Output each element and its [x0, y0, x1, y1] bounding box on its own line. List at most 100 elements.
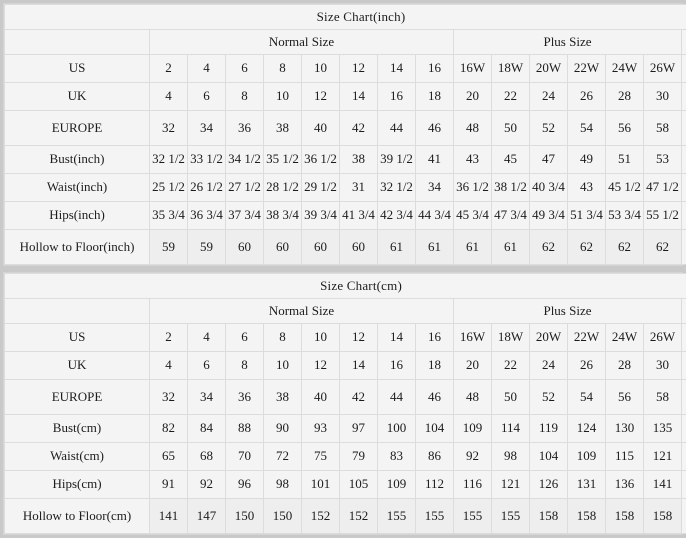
size-chart-cm-block: Size Chart(cm) Normal Size Plus Size US … — [3, 272, 683, 535]
cell: 147 — [188, 499, 226, 534]
table-row: UK 4 6 8 10 12 14 16 18 20 22 24 26 28 3… — [5, 352, 686, 380]
cell: 34 — [188, 111, 226, 146]
row-pad — [682, 380, 686, 415]
cell: 60 — [340, 230, 378, 265]
table-row: EUROPE 32 34 36 38 40 42 44 46 48 50 52 … — [5, 111, 686, 146]
cell: 39 1/2 — [378, 146, 416, 174]
row-label-us-cm: US — [5, 324, 150, 352]
cell: 6 — [226, 55, 264, 83]
cell: 47 — [530, 146, 568, 174]
cell: 52 — [530, 111, 568, 146]
cell: 61 — [378, 230, 416, 265]
cell: 40 — [302, 111, 340, 146]
cell: 14 — [340, 83, 378, 111]
table-row: EUROPE 32 34 36 38 40 42 44 46 48 50 52 … — [5, 380, 686, 415]
cell: 131 — [568, 471, 606, 499]
cell: 39 3/4 — [302, 202, 340, 230]
cell: 47 3/4 — [492, 202, 530, 230]
cell: 105 — [340, 471, 378, 499]
cell: 30 — [644, 352, 682, 380]
cell: 6 — [226, 324, 264, 352]
table-row: US 2 4 6 8 10 12 14 16 16W 18W 20W 22W 2… — [5, 55, 686, 83]
cell: 61 — [454, 230, 492, 265]
cell: 33 1/2 — [188, 146, 226, 174]
cell: 42 3/4 — [378, 202, 416, 230]
cell: 100 — [378, 415, 416, 443]
cell: 158 — [568, 499, 606, 534]
row-pad — [682, 111, 686, 146]
cell: 135 — [644, 415, 682, 443]
cell: 59 — [188, 230, 226, 265]
cell: 41 — [416, 146, 454, 174]
group-header-plus-size-cm: Plus Size — [454, 299, 682, 324]
table-row: Waist(inch) 25 1/2 26 1/2 27 1/2 28 1/2 … — [5, 174, 686, 202]
table-row: Bust(inch) 32 1/2 33 1/2 34 1/2 35 1/2 3… — [5, 146, 686, 174]
cell: 22W — [568, 324, 606, 352]
cell: 82 — [150, 415, 188, 443]
cell: 12 — [302, 352, 340, 380]
row-pad — [682, 471, 686, 499]
cell: 37 3/4 — [226, 202, 264, 230]
cell: 29 1/2 — [302, 174, 340, 202]
row-pad — [682, 499, 686, 534]
cell: 36 — [226, 380, 264, 415]
cell: 28 — [606, 352, 644, 380]
cell: 116 — [454, 471, 492, 499]
table-row: Hollow to Floor(cm) 141 147 150 150 152 … — [5, 499, 686, 534]
cell: 16W — [454, 324, 492, 352]
cell: 72 — [264, 443, 302, 471]
table-row: Hips(inch) 35 3/4 36 3/4 37 3/4 38 3/4 3… — [5, 202, 686, 230]
cell: 104 — [416, 415, 454, 443]
cell: 8 — [264, 324, 302, 352]
cell: 56 — [606, 380, 644, 415]
cell: 61 — [416, 230, 454, 265]
cell: 26W — [644, 55, 682, 83]
cell: 36 3/4 — [188, 202, 226, 230]
cell: 43 — [568, 174, 606, 202]
cell: 42 — [340, 380, 378, 415]
cell: 90 — [264, 415, 302, 443]
cell: 45 — [492, 146, 530, 174]
cell: 79 — [340, 443, 378, 471]
cell: 47 1/2 — [644, 174, 682, 202]
chart-title-inch: Size Chart(inch) — [5, 5, 686, 30]
cell: 98 — [492, 443, 530, 471]
cell: 55 1/2 — [644, 202, 682, 230]
cell: 4 — [188, 55, 226, 83]
row-label-europe-cm: EUROPE — [5, 380, 150, 415]
cell: 34 — [416, 174, 454, 202]
cell: 26 — [568, 83, 606, 111]
cell: 38 3/4 — [264, 202, 302, 230]
cell: 155 — [378, 499, 416, 534]
cell: 43 — [454, 146, 492, 174]
cell: 121 — [644, 443, 682, 471]
cell: 18W — [492, 55, 530, 83]
cell: 28 — [606, 83, 644, 111]
cell: 12 — [302, 83, 340, 111]
cell: 22W — [568, 55, 606, 83]
cell: 8 — [226, 83, 264, 111]
cell: 18 — [416, 352, 454, 380]
row-label-waist-inch: Waist(inch) — [5, 174, 150, 202]
cell: 38 — [264, 111, 302, 146]
cell: 2 — [150, 55, 188, 83]
cell: 16 — [416, 324, 454, 352]
row-pad — [682, 230, 686, 265]
cell: 152 — [340, 499, 378, 534]
cell: 44 — [378, 380, 416, 415]
cell: 14 — [378, 324, 416, 352]
table-row: UK 4 6 8 10 12 14 16 18 20 22 24 26 28 3… — [5, 83, 686, 111]
cell: 62 — [530, 230, 568, 265]
cell: 119 — [530, 415, 568, 443]
cell: 22 — [492, 83, 530, 111]
cell: 36 1/2 — [302, 146, 340, 174]
cell: 42 — [340, 111, 378, 146]
row-label-europe-inch: EUROPE — [5, 111, 150, 146]
chart-title-row: Size Chart(cm) — [5, 274, 686, 299]
cell: 38 1/2 — [492, 174, 530, 202]
cell: 124 — [568, 415, 606, 443]
row-pad — [682, 415, 686, 443]
row-label-hollow-to-floor-cm: Hollow to Floor(cm) — [5, 499, 150, 534]
cell: 31 — [340, 174, 378, 202]
cell: 14 — [378, 55, 416, 83]
